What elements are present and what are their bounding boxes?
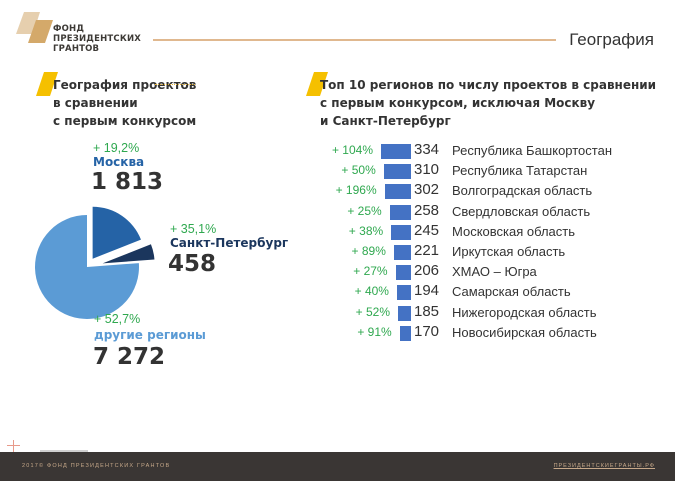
logo-icon <box>16 12 53 43</box>
region-growth: + 104% <box>331 143 373 157</box>
region-bar <box>391 224 411 240</box>
region-value: 310 <box>414 161 440 179</box>
moscow-label: Москва <box>93 155 145 169</box>
region-growth: + 27% <box>353 264 388 279</box>
crosshair-mark <box>13 440 14 452</box>
title-line: с первым конкурсом, исключая Москву <box>320 96 596 110</box>
right-section-title: Топ 10 регионов по числу проектов в срав… <box>320 76 656 130</box>
region-bar <box>393 245 411 260</box>
footer-link[interactable]: ПРЕЗИДЕНТСКИЕГРАНТЫ.РФ <box>553 463 655 469</box>
spb-growth: + 35,1% <box>170 222 217 236</box>
region-name: Волгоградская область <box>452 183 593 199</box>
footer-copyright: 2017© ФОНД ПРЕЗИДЕНТСКИХ ГРАНТОВ <box>22 463 171 469</box>
logo-line: ФОНД <box>53 24 85 34</box>
header-divider <box>153 39 556 41</box>
region-row: + 38% 245 Московская область <box>300 222 630 242</box>
region-bar <box>399 325 411 341</box>
region-growth: + 196% <box>335 183 377 198</box>
region-value: 245 <box>414 221 440 239</box>
region-row: + 52% 185 Нижегородская область <box>300 303 630 323</box>
region-value: 302 <box>414 181 440 199</box>
title-line: и Санкт-Петербург <box>320 114 451 128</box>
region-name: Новосибирская область <box>452 324 597 340</box>
region-value: 170 <box>414 322 440 340</box>
region-value: 194 <box>414 282 440 300</box>
other-value: 7 272 <box>93 344 166 370</box>
section-marker-icon <box>306 72 328 96</box>
region-name: Свердловская область <box>452 203 591 219</box>
region-growth: + 25% <box>347 203 382 218</box>
title-line: с первым конкурсом <box>53 114 197 128</box>
region-value: 185 <box>414 302 440 320</box>
pie-slice-moscow <box>92 206 141 259</box>
title-line: в сравнении <box>53 96 138 110</box>
region-value: 334 <box>414 141 440 158</box>
spb-value: 458 <box>168 251 217 277</box>
region-row: + 91% 170 Новосибирская область <box>300 323 630 343</box>
region-growth: + 38% <box>348 223 384 238</box>
region-row: + 104% 334 Республика Башкортостан <box>300 141 630 161</box>
moscow-growth: + 19,2% <box>93 141 140 155</box>
region-growth: + 50% <box>341 163 376 178</box>
region-name: Республика Башкортостан <box>452 143 612 158</box>
region-growth: + 89% <box>351 244 386 258</box>
logo-text: ФОНД ПРЕЗИДЕНТСКИХ ГРАНТОВ <box>53 24 141 54</box>
title-line: Топ 10 регионов по числу проектов в срав… <box>320 78 657 92</box>
region-value: 221 <box>414 242 440 259</box>
region-bar <box>389 204 411 220</box>
region-growth: + 52% <box>355 304 390 319</box>
region-row: + 50% 310 Республика Татарстан <box>300 161 630 181</box>
region-row: + 196% 302 Волгоградская область <box>300 181 630 201</box>
region-bar <box>396 285 411 301</box>
region-row: + 40% 194 Самарская область <box>300 282 630 302</box>
pie-slice-spb <box>102 244 155 264</box>
other-growth: + 52,7% <box>94 312 141 326</box>
region-name: Иркутская область <box>452 244 566 259</box>
pie-chart <box>35 206 155 319</box>
logo-line: ГРАНТОВ <box>53 44 100 54</box>
left-section-title: География проектов в сравнении с первым … <box>53 76 196 130</box>
region-name: Нижегородская область <box>452 304 597 320</box>
scroll-indicator <box>40 450 88 452</box>
region-name: Республика Татарстан <box>452 163 588 179</box>
region-growth: + 40% <box>354 284 389 299</box>
region-bar <box>398 305 411 321</box>
other-label: другие регионы <box>94 328 206 342</box>
footer-bar <box>0 452 675 481</box>
region-bar <box>384 184 411 200</box>
region-bar <box>395 265 411 281</box>
region-growth: + 91% <box>357 324 392 339</box>
moscow-value: 1 813 <box>91 169 164 195</box>
page-title: География <box>569 30 654 49</box>
region-bar <box>383 164 411 180</box>
region-row: + 89% 221 Иркутская область <box>300 242 630 262</box>
title-dotted-line <box>155 84 195 85</box>
section-marker-icon <box>36 72 58 96</box>
region-value: 258 <box>414 201 440 219</box>
region-name: ХМАО – Югра <box>452 264 537 280</box>
region-row: + 27% 206 ХМАО – Югра <box>300 262 630 282</box>
region-bar <box>381 144 411 159</box>
pie-slice-other <box>35 215 139 319</box>
region-value: 206 <box>414 262 440 280</box>
region-name: Московская область <box>452 223 576 239</box>
logo-line: ПРЕЗИДЕНТСКИХ <box>53 34 142 44</box>
title-line: География проектов <box>53 78 197 92</box>
region-row: + 25% 258 Свердловская область <box>300 202 630 222</box>
region-name: Самарская область <box>452 284 571 300</box>
spb-label: Санкт-Петербург <box>170 236 289 250</box>
